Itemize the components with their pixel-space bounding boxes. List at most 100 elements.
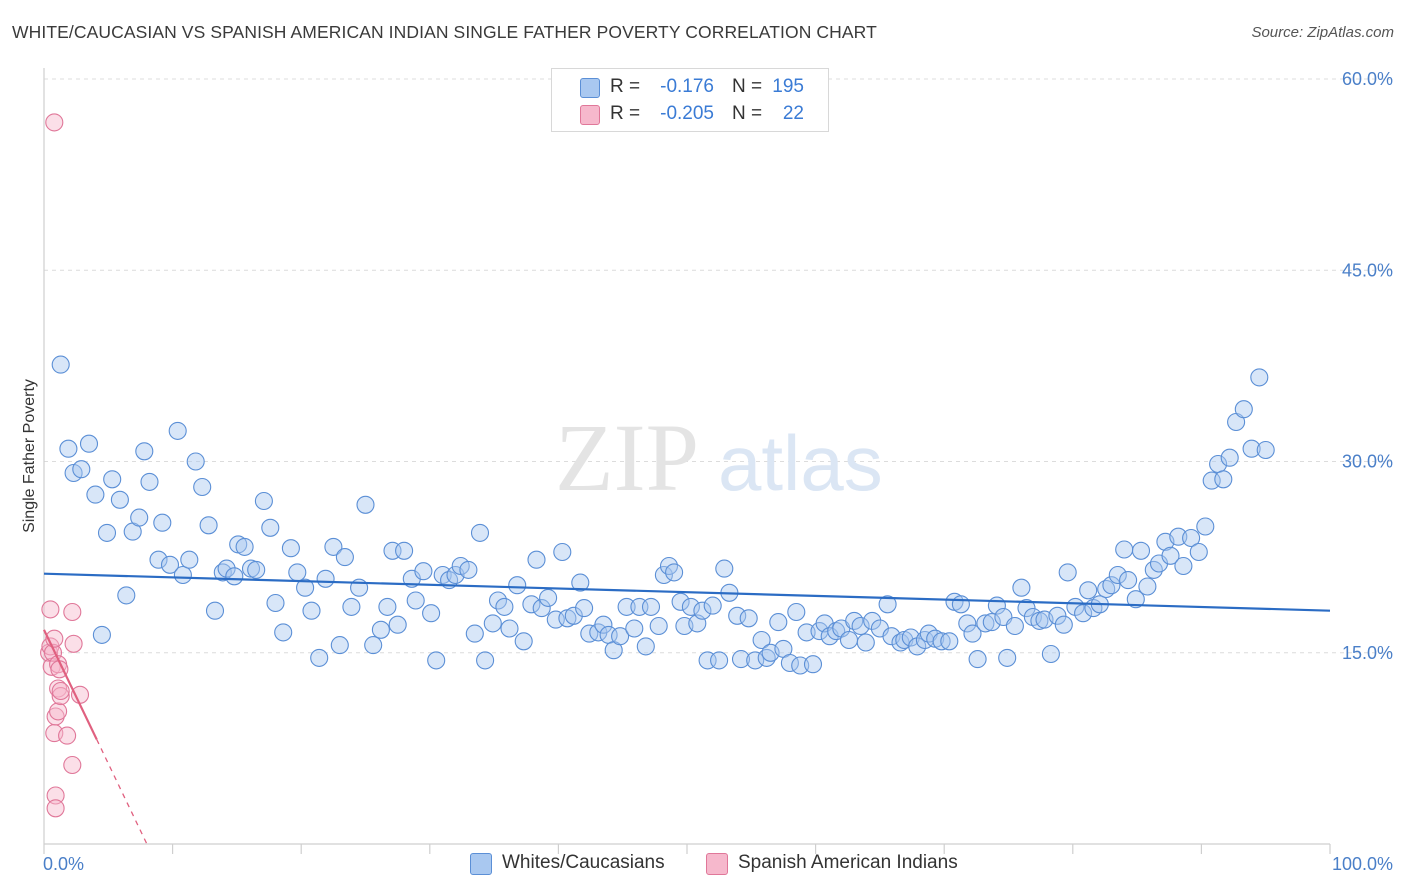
point-whites — [522, 595, 541, 614]
point-whites — [539, 588, 558, 607]
point-whites — [1115, 540, 1134, 559]
point-spanish-american-indians — [51, 681, 70, 701]
point-whites — [851, 616, 870, 636]
axes — [43, 68, 1331, 854]
point-whites — [422, 604, 441, 623]
point-spanish-american-indians — [63, 755, 82, 775]
point-whites — [839, 630, 859, 650]
point-whites — [103, 470, 122, 489]
point-whites — [427, 651, 446, 670]
point-whites — [546, 610, 565, 629]
point-whites — [483, 614, 502, 633]
point-whites — [901, 628, 920, 647]
point-spanish-american-indians — [64, 634, 83, 653]
point-whites — [1256, 440, 1275, 460]
point-whites — [665, 563, 684, 582]
point-whites — [710, 651, 729, 670]
point-whites — [878, 595, 897, 614]
point-whites — [274, 623, 293, 642]
point-whites — [476, 651, 495, 670]
point-whites — [51, 355, 70, 374]
point-whites — [302, 601, 321, 620]
y-axis-label: Single Father Poverty — [21, 379, 38, 533]
point-whites — [310, 648, 329, 667]
point-whites — [406, 591, 425, 610]
point-whites — [1012, 578, 1031, 597]
chart-title: WHITE/CAUCASIAN VS SPANISH AMERICAN INDI… — [12, 22, 877, 42]
legend-r-label: R = — [610, 103, 641, 124]
point-whites — [1005, 616, 1024, 636]
y-tick-label: 60.0% — [1342, 69, 1393, 89]
correlation-legend: R = -0.176 N = 195 R = -0.205 N = 22 — [551, 68, 829, 132]
point-spanish-american-indians — [51, 687, 70, 706]
point-whites — [1189, 542, 1208, 562]
legend-r-value: -0.176 — [660, 76, 714, 97]
point-whites — [371, 620, 390, 639]
point-whites — [1102, 576, 1121, 595]
point-whites — [1220, 448, 1239, 467]
point-whites — [153, 513, 172, 532]
point-whites — [266, 593, 285, 613]
x-tick-label-max: 100.0% — [1332, 854, 1393, 874]
point-whites — [982, 613, 1001, 632]
point-whites — [571, 573, 590, 592]
x-tick-label-min: 0.0% — [43, 854, 84, 874]
point-whites — [92, 625, 111, 644]
watermark-atlas: atlas — [718, 419, 883, 507]
point-whites — [968, 650, 987, 669]
point-whites — [1202, 471, 1221, 490]
legend-n-label: N = — [732, 103, 763, 124]
point-whites — [205, 601, 225, 620]
bottom-legend-swatch-spanish-american-indians — [706, 853, 728, 875]
point-whites — [199, 516, 218, 535]
point-whites — [173, 565, 192, 585]
legend-swatch-spanish-american-indians — [580, 105, 600, 125]
series-spanish-american-indians-points — [40, 113, 90, 818]
point-whites — [330, 636, 349, 655]
point-whites — [72, 460, 91, 479]
bottom-legend-swatch-whites — [470, 853, 492, 875]
point-whites — [1119, 571, 1138, 590]
trend-line-spanish-american-indians — [43, 629, 98, 740]
point-whites — [1054, 615, 1073, 634]
point-whites — [553, 542, 572, 562]
point-spanish-american-indians — [41, 600, 60, 619]
trend-lines — [43, 572, 1331, 845]
legend-r-label: R = — [610, 76, 641, 97]
point-whites — [180, 550, 199, 569]
point-whites — [288, 563, 307, 582]
point-spanish-american-indians — [49, 702, 68, 721]
point-whites — [495, 597, 514, 616]
point-whites — [1182, 528, 1201, 548]
y-tick-label: 45.0% — [1342, 260, 1393, 280]
point-whites — [769, 613, 788, 632]
point-whites — [281, 539, 300, 558]
point-whites — [611, 627, 630, 646]
point-spanish-american-indians — [46, 786, 65, 805]
point-whites — [580, 624, 599, 643]
point-whites — [649, 616, 668, 636]
point-whites — [168, 421, 187, 440]
point-whites — [739, 609, 758, 628]
point-whites — [951, 595, 970, 614]
watermark-zip: ZIP — [555, 404, 699, 511]
point-whites — [641, 597, 661, 616]
point-whites — [532, 599, 551, 618]
point-whites — [316, 569, 335, 588]
point-whites — [703, 596, 722, 615]
point-whites — [976, 614, 995, 633]
point-whites — [86, 485, 105, 504]
trend-line-spanish-american-indians-extension — [96, 739, 148, 845]
point-spanish-american-indians — [58, 726, 77, 745]
point-whites — [803, 655, 823, 674]
point-whites — [575, 599, 594, 618]
point-whites — [636, 637, 655, 656]
point-whites — [1041, 644, 1060, 664]
legend-r-value: -0.205 — [660, 103, 714, 124]
y-tick-label: 15.0% — [1342, 643, 1393, 663]
point-whites — [500, 619, 519, 638]
point-whites — [488, 591, 508, 610]
point-whites — [1058, 563, 1077, 582]
point-whites — [731, 650, 751, 669]
point-spanish-american-indians — [46, 707, 65, 726]
